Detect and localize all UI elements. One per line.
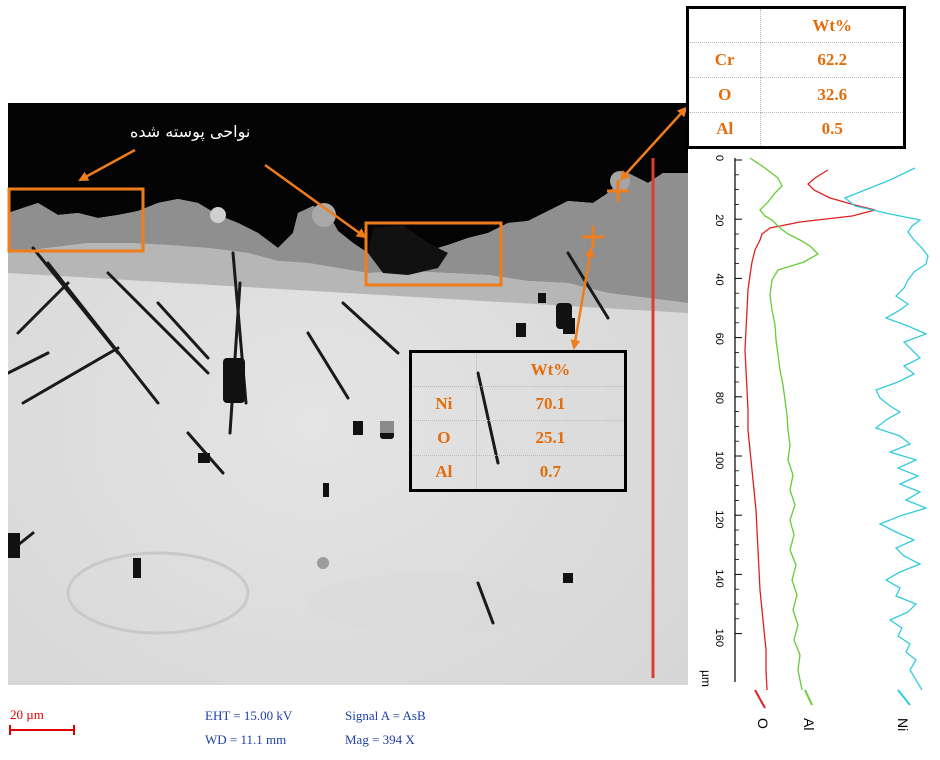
eds-element: Al (412, 454, 477, 489)
eht-readout: EHT = 15.00 kV (205, 708, 293, 723)
eds-table-internal-oxide: Wt% Ni 70.1 O 25.1 Al 0.7 (409, 350, 627, 492)
eds-element: Cr (689, 42, 762, 78)
linescan-tick-label: 100 (713, 451, 725, 469)
eds-row: Ni 70.1 (412, 386, 624, 422)
legend-label-O: O (755, 718, 771, 729)
eds-row: O 25.1 (412, 420, 624, 456)
legend-swatch-Ni (897, 689, 911, 706)
legend-label-Ni: Ni (895, 718, 911, 731)
mag-readout: Mag = 394 X (345, 732, 415, 747)
eds-header-row: Wt% (689, 9, 903, 44)
eds-header-wt: Wt% (475, 353, 624, 388)
eds-element: Ni (412, 386, 477, 422)
linescan-tick-label: 20 (713, 214, 725, 226)
legend-swatch-Al (804, 689, 813, 706)
eds-table-oxide-scale: Wt% Cr 62.2 O 32.6 Al 0.5 (686, 6, 906, 149)
eds-value: 32.6 (760, 76, 903, 113)
linescan-tick-label: 120 (713, 510, 725, 528)
eds-line-scan: 0 20 40 60 80 100 120 140 160 µm O Al Ni (690, 150, 940, 755)
linescan-tick-label: 140 (713, 569, 725, 587)
eds-value: 0.7 (475, 454, 624, 489)
series-line-O (744, 169, 876, 691)
legend-swatch-O (754, 689, 766, 709)
signal-readout: Signal A = AsB (345, 708, 426, 723)
scale-bar-label: 20 µm (10, 707, 44, 722)
eds-element: O (689, 76, 762, 113)
linescan-tick-label: 0 (713, 155, 725, 161)
eds-header-row: Wt% (412, 353, 624, 388)
linescan-tick-label: 160 (713, 629, 725, 647)
eds-header-wt: Wt% (760, 9, 903, 44)
eds-value: 0.5 (760, 111, 903, 146)
series-line-Al (749, 157, 820, 691)
legend-label-Al: Al (801, 718, 817, 730)
eds-row: Al 0.7 (412, 454, 624, 489)
linescan-axis-unit: µm (699, 670, 713, 687)
eds-row: O 32.6 (689, 76, 903, 113)
eds-row: Al 0.5 (689, 111, 903, 146)
eds-element: O (412, 420, 477, 456)
series-line-Ni (843, 167, 929, 691)
linescan-tick-label: 40 (713, 273, 725, 285)
eds-value: 70.1 (475, 386, 624, 422)
eds-value: 62.2 (760, 42, 903, 78)
eds-row: Cr 62.2 (689, 42, 903, 78)
eds-header-element (689, 9, 762, 44)
eds-element: Al (689, 111, 762, 146)
spalled-regions-label: نواحی پوسته شده (130, 122, 251, 141)
wd-readout: WD = 11.1 mm (205, 732, 287, 747)
scale-bar (9, 725, 75, 735)
linescan-tick-label: 60 (713, 333, 725, 345)
linescan-tick-label: 80 (713, 392, 725, 404)
eds-value: 25.1 (475, 420, 624, 456)
eds-header-element (412, 353, 477, 388)
